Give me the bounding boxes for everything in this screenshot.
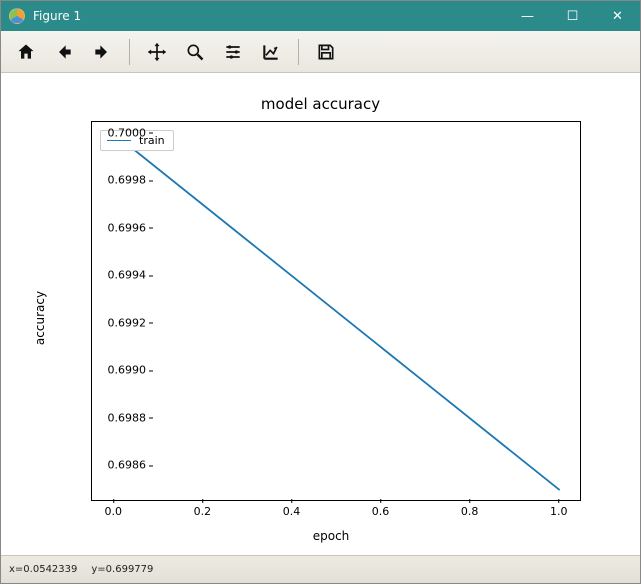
y-tick: 0.6990 xyxy=(108,364,147,377)
y-tick: 0.6992 xyxy=(108,316,147,329)
x-tick: 0.0 xyxy=(105,505,123,518)
window-title: Figure 1 xyxy=(33,9,505,23)
y-tick: 0.7000 xyxy=(108,126,147,139)
y-tick: 0.6988 xyxy=(108,411,147,424)
configure-icon xyxy=(223,42,243,62)
pan-button[interactable] xyxy=(138,35,176,69)
toolbar xyxy=(1,31,640,73)
save-button[interactable] xyxy=(307,35,345,69)
configure-button[interactable] xyxy=(214,35,252,69)
y-tick: 0.6998 xyxy=(108,174,147,187)
y-tick: 0.6994 xyxy=(108,269,147,282)
axis-edit-icon xyxy=(261,42,281,62)
home-icon xyxy=(16,42,36,62)
save-icon xyxy=(316,42,336,62)
pan-icon xyxy=(147,42,167,62)
line-series xyxy=(92,122,582,502)
plot-area[interactable]: model accuracy accuracy epoch train 0.69… xyxy=(1,73,640,555)
zoom-button[interactable] xyxy=(176,35,214,69)
x-tick: 0.2 xyxy=(194,505,212,518)
chart-title: model accuracy xyxy=(1,95,640,113)
toolbar-separator xyxy=(129,39,130,65)
status-x: x=0.0542339 xyxy=(9,564,77,575)
y-tick: 0.6996 xyxy=(108,221,147,234)
matplotlib-icon xyxy=(9,8,25,24)
close-button[interactable]: ✕ xyxy=(595,1,640,31)
minimize-button[interactable]: — xyxy=(505,1,550,31)
statusbar: x=0.0542339 y=0.699779 xyxy=(1,555,640,583)
x-tick: 0.4 xyxy=(283,505,301,518)
y-axis-label: accuracy xyxy=(33,291,47,345)
back-icon xyxy=(54,42,74,62)
back-button[interactable] xyxy=(45,35,83,69)
axis-edit-button[interactable] xyxy=(252,35,290,69)
zoom-icon xyxy=(185,42,205,62)
status-y: y=0.699779 xyxy=(91,564,153,575)
x-axis-label: epoch xyxy=(313,529,350,543)
legend-swatch xyxy=(107,140,131,141)
forward-button[interactable] xyxy=(83,35,121,69)
home-button[interactable] xyxy=(7,35,45,69)
x-tick: 1.0 xyxy=(550,505,568,518)
x-tick: 0.6 xyxy=(372,505,390,518)
y-tick: 0.6986 xyxy=(108,459,147,472)
x-tick: 0.8 xyxy=(461,505,479,518)
axes: train xyxy=(91,121,581,501)
toolbar-separator xyxy=(298,39,299,65)
titlebar: Figure 1 — ☐ ✕ xyxy=(1,1,640,31)
forward-icon xyxy=(92,42,112,62)
maximize-button[interactable]: ☐ xyxy=(550,1,595,31)
